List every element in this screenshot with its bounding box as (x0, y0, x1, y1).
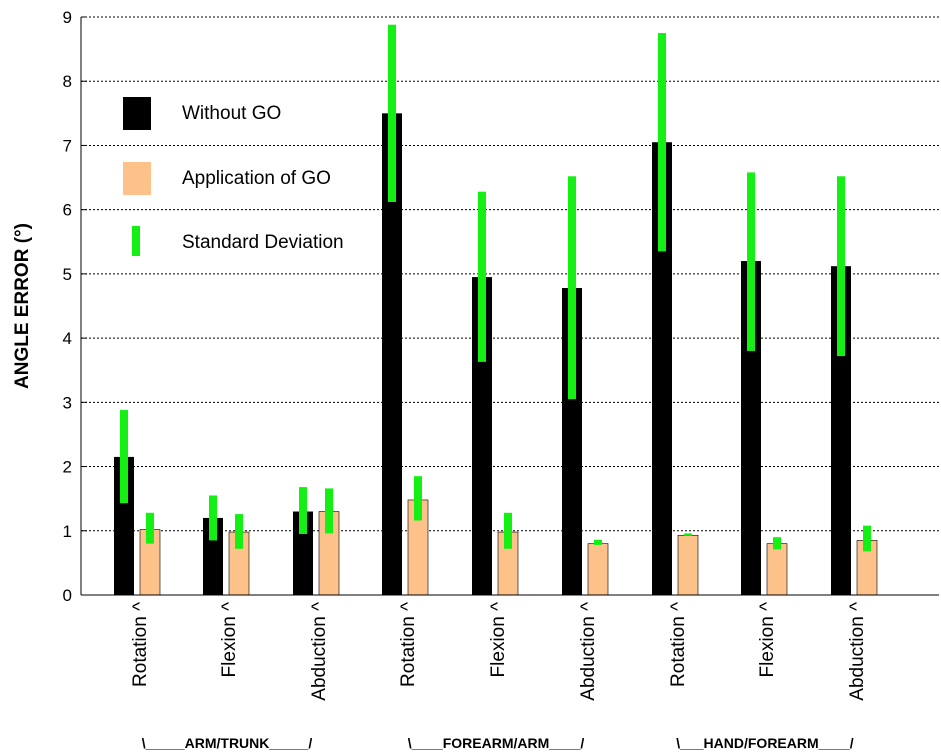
sd-bar-without-go (478, 191, 486, 362)
sd-bar-application-of-go (863, 525, 871, 552)
category-label: Flexion ^ (757, 602, 778, 678)
y-tick-label: 1 (63, 522, 72, 541)
category-label: Rotation ^ (130, 602, 151, 687)
y-tick-label: 7 (63, 136, 72, 155)
bar-without-go (562, 288, 582, 595)
y-tick-label: 3 (63, 393, 72, 412)
bar-without-go (741, 261, 761, 595)
bar-without-go (203, 517, 223, 595)
bar-without-go (293, 511, 313, 595)
y-tick-label: 2 (63, 458, 72, 477)
standard-deviation-bars (120, 24, 871, 552)
category-label: Flexion ^ (488, 602, 509, 678)
sd-bar-without-go (568, 176, 576, 400)
group-labels: \_____ARM/TRUNK_____/ \____FOREARM/ARM___… (142, 735, 854, 751)
sd-bar-application-of-go (146, 512, 154, 544)
y-tick-label: 8 (63, 72, 72, 91)
category-caret: ^ (488, 602, 509, 611)
sd-bar-without-go (388, 24, 396, 202)
axes (80, 16, 939, 596)
y-tick-label: 0 (63, 586, 72, 605)
group-label: \___HAND/FOREARM____/ (676, 735, 853, 751)
category-caret: ^ (668, 602, 689, 611)
sd-bar-without-go (209, 495, 217, 541)
category-caret: ^ (309, 602, 330, 611)
bar-application-of-go (587, 543, 609, 596)
sd-bar-application-of-go (684, 533, 692, 536)
bar-without-go (472, 277, 492, 595)
legend-label-application-of-go: Application of GO (182, 168, 331, 189)
y-tick-label: 5 (63, 265, 72, 284)
bar-application-of-go (677, 534, 699, 596)
group-label: \____FOREARM/ARM____/ (408, 735, 585, 751)
y-tick-label: 6 (63, 201, 72, 220)
legend-label-standard-deviation: Standard Deviation (182, 232, 344, 253)
legend-swatch-standard-deviation (132, 226, 140, 256)
sd-bar-application-of-go (235, 514, 243, 549)
bar-without-go (831, 266, 851, 595)
sd-bar-without-go (299, 487, 307, 534)
sd-bar-without-go (837, 176, 845, 357)
category-caret: ^ (578, 602, 599, 611)
legend-label-without-go: Without GO (182, 103, 281, 124)
sd-bar-application-of-go (325, 488, 333, 534)
y-axis-title: ANGLE ERROR (°) (12, 223, 33, 389)
bar-without-go (652, 142, 672, 595)
sd-bar-application-of-go (594, 539, 602, 545)
category-caret: ^ (757, 602, 778, 611)
bar-application-of-go (766, 543, 788, 596)
legend: Without GO Application of GO Standard De… (123, 97, 344, 256)
category-label: Abduction ^ (578, 602, 599, 701)
category-label: Rotation ^ (398, 602, 419, 687)
category-caret: ^ (847, 602, 868, 611)
sd-bar-without-go (658, 33, 666, 252)
sd-bar-without-go (120, 410, 128, 504)
bars (114, 113, 878, 596)
category-label: Rotation ^ (668, 602, 689, 687)
category-caret: ^ (398, 602, 419, 611)
sd-bar-application-of-go (414, 476, 422, 521)
legend-swatch-application-of-go (123, 162, 151, 195)
category-label: Abduction ^ (847, 602, 868, 701)
sd-bar-without-go (747, 172, 755, 351)
y-tick-labels: 0 1 2 3 4 5 6 7 8 9 (63, 8, 72, 605)
y-tick-label: 9 (63, 8, 72, 27)
legend-swatch-without-go (123, 97, 151, 130)
sd-bar-application-of-go (773, 537, 781, 550)
group-label: \_____ARM/TRUNK_____/ (142, 735, 313, 751)
category-caret: ^ (219, 602, 240, 611)
sd-bar-application-of-go (504, 512, 512, 549)
bar-without-go (382, 113, 402, 595)
category-label: Abduction ^ (309, 602, 330, 701)
bar-without-go (114, 456, 134, 595)
category-caret: ^ (130, 602, 151, 611)
y-tick-label: 4 (63, 329, 72, 348)
category-labels: Rotation ^ Flexion ^ Abduction ^ Rotation ^… (130, 602, 868, 701)
grid-lines (81, 16, 939, 532)
category-label: Flexion ^ (219, 602, 240, 678)
